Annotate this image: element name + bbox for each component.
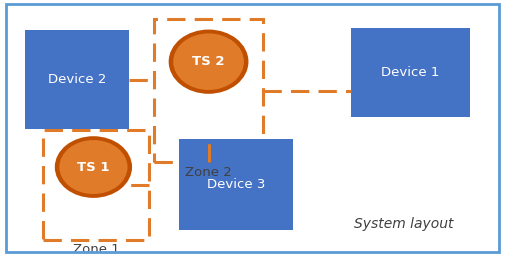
FancyBboxPatch shape — [25, 30, 129, 128]
FancyBboxPatch shape — [179, 139, 293, 230]
Text: Zone 2: Zone 2 — [185, 166, 232, 179]
Text: Device 3: Device 3 — [207, 178, 265, 191]
Ellipse shape — [59, 140, 127, 194]
Ellipse shape — [173, 33, 244, 90]
Ellipse shape — [55, 136, 132, 198]
Ellipse shape — [169, 30, 248, 94]
Text: Zone 1: Zone 1 — [73, 243, 119, 256]
Text: Device 2: Device 2 — [48, 72, 106, 86]
Text: System layout: System layout — [354, 217, 454, 231]
Text: Device 1: Device 1 — [381, 66, 439, 79]
FancyBboxPatch shape — [351, 28, 470, 117]
Text: TS 2: TS 2 — [192, 55, 225, 68]
Text: TS 1: TS 1 — [77, 161, 110, 173]
